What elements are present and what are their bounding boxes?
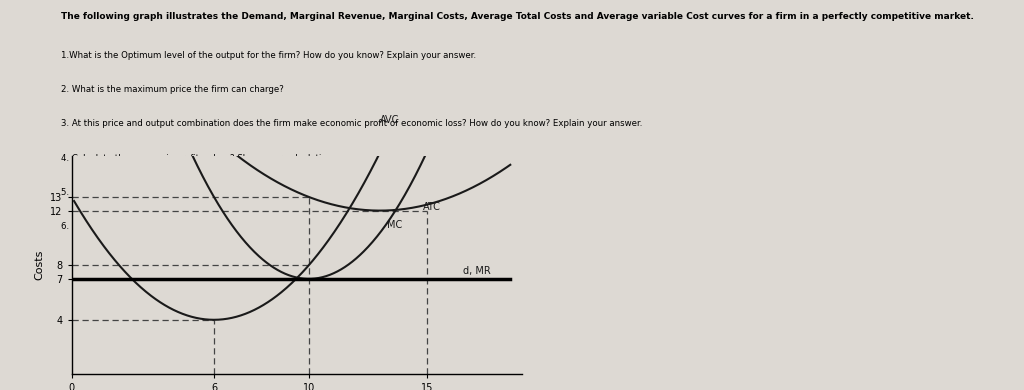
Y-axis label: Costs: Costs [35,250,45,280]
Text: The following graph illustrates the Demand, Marginal Revenue, Marginal Costs, Av: The following graph illustrates the Dema… [61,12,974,21]
Text: 5. What is the breakeven price? Explain your answer.: 5. What is the breakeven price? Explain … [61,188,291,197]
Text: 2. What is the maximum price the firm can charge?: 2. What is the maximum price the firm ca… [61,85,285,94]
Text: 6. What is the shut down price? Explain your answer.: 6. What is the shut down price? Explain … [61,222,290,231]
Text: 1.​What is the Optimum level of the output for the firm? How do you know? Explai: 1.​What is the Optimum level of the outp… [61,51,476,60]
Text: ATC: ATC [423,202,440,212]
Text: 3. At this price and output combination does the firm make economic profit of ec: 3. At this price and output combination … [61,119,643,128]
Text: AVC: AVC [380,115,399,124]
Text: 4. Calculate the economic profit or loss? Show your calculations.: 4. Calculate the economic profit or loss… [61,154,340,163]
Text: d, MR: d, MR [463,266,490,276]
Text: MC: MC [387,220,402,230]
